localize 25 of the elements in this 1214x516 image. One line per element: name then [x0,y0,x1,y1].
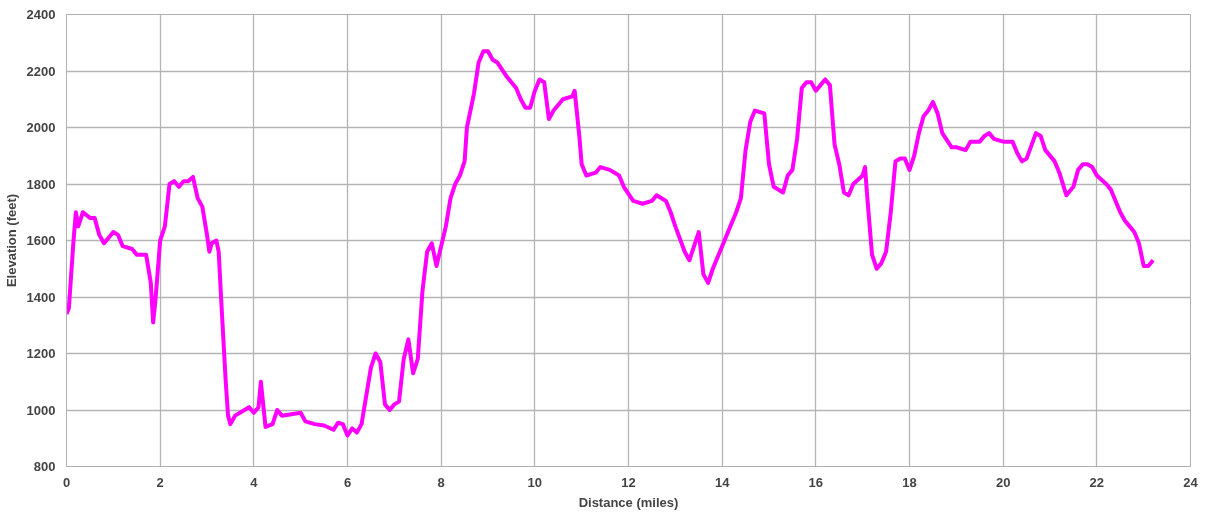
x-tick-label: 22 [1089,474,1105,490]
x-axis-title: Distance (miles) [578,494,679,510]
x-tick-label: 12 [621,474,636,490]
x-tick-label: 2 [156,474,164,490]
x-tick-label: 10 [527,474,543,490]
x-tick-label: 20 [995,474,1011,490]
x-tick-label: 0 [62,474,71,490]
x-tick-label: 16 [808,474,824,490]
line-series [66,49,1156,438]
x-tick-label: 18 [902,474,917,490]
x-tick-label: 4 [250,474,259,490]
x-tick-label: 8 [437,474,445,490]
y-tick-label: 1200 [26,346,56,361]
y-tick-label: 1600 [26,233,56,248]
x-tick-label: 6 [343,474,352,490]
x-tick-label: 14 [714,474,731,490]
x-tick-label: 24 [1183,474,1199,490]
y-tick-label: 2200 [26,63,56,79]
y-axis-title: Elevation (feet) [3,193,19,288]
y-tick-label: 1400 [26,289,56,305]
y-tick-label: 1000 [26,402,56,418]
y-tick-label: 800 [33,459,56,474]
y-tick-label: 2400 [26,7,56,22]
y-tick-label: 1800 [26,176,56,192]
y-tick-label: 2000 [26,120,56,135]
